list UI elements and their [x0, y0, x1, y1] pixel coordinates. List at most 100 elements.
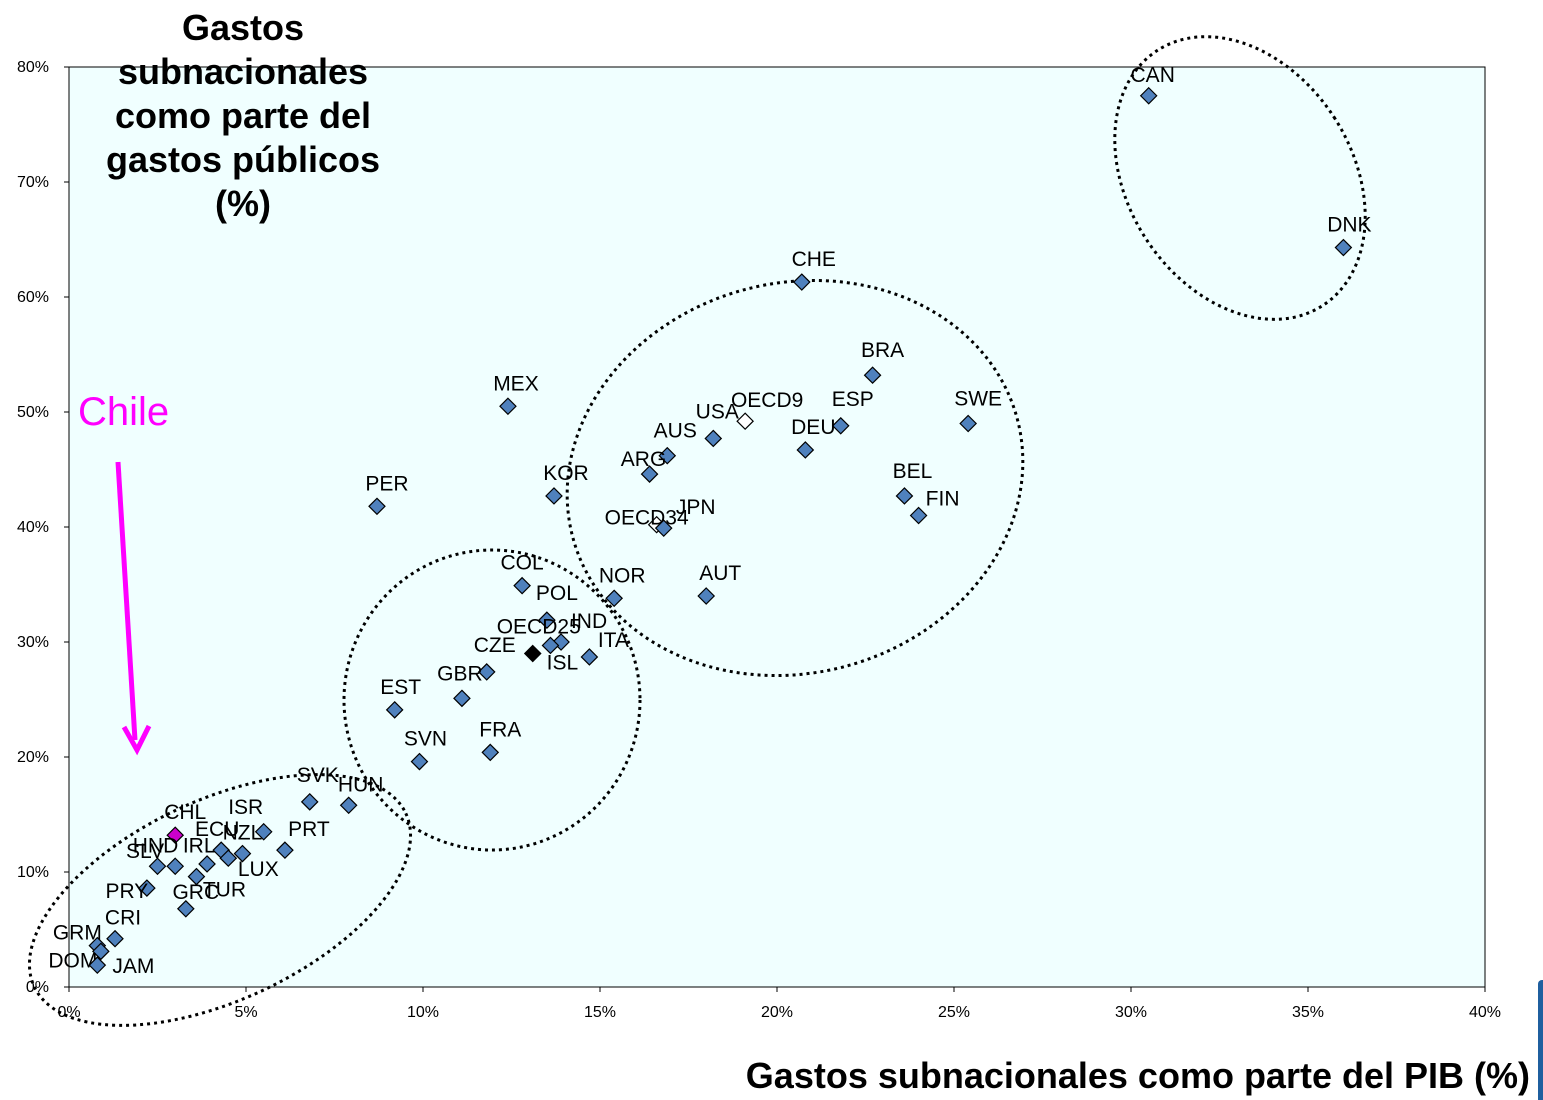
data-point-label: GRM — [53, 922, 102, 945]
x-axis-title: Gastos subnacionales como parte del PIB … — [745, 1055, 1530, 1096]
data-point-marker — [523, 644, 542, 663]
data-point-label: ISR — [228, 796, 263, 819]
data-point-marker — [477, 663, 496, 681]
y-axis-title-line: Gastos — [181, 7, 305, 48]
data-point-label: ITA — [598, 629, 629, 652]
data-point-label: CAN — [1131, 64, 1175, 87]
data-point-label: PER — [365, 472, 408, 495]
data-point-label: OECD9 — [731, 389, 803, 412]
x-tick-label: 25% — [938, 1004, 970, 1021]
data-point-label: MEX — [493, 372, 539, 395]
y-tick-label: 20% — [17, 749, 49, 766]
data-point-marker — [219, 849, 238, 868]
y-axis-title-line: como parte del — [114, 95, 372, 136]
data-point-label: ECU — [195, 818, 239, 841]
data-point-label: NOR — [599, 564, 646, 587]
data-point-label: NZL — [223, 822, 263, 845]
data-point-marker — [538, 611, 556, 629]
y-tick-label: 70% — [17, 174, 49, 191]
data-point-label: IRL — [183, 834, 216, 857]
data-point-marker — [385, 701, 404, 719]
x-tick-label: 40% — [1469, 1004, 1501, 1021]
cluster-ellipses — [27, 35, 1367, 1027]
data-point-label: FRA — [479, 718, 521, 741]
data-point-label: DOM — [48, 949, 97, 972]
data-point-marker — [658, 446, 677, 465]
data-point-marker — [339, 796, 358, 815]
data-point-label: DEU — [791, 416, 835, 439]
x-tick-label: 20% — [761, 1004, 793, 1021]
data-point-label: FIN — [926, 488, 960, 511]
data-point-marker — [513, 576, 531, 595]
data-point-label: KOR — [543, 462, 589, 485]
data-point-label: OECD25 — [497, 616, 581, 639]
data-point-label: CRI — [105, 907, 141, 930]
data-point-label: IND — [571, 610, 607, 633]
data-point-label: CHE — [792, 248, 836, 271]
data-point-marker — [88, 956, 107, 974]
data-point-label: SVK — [297, 764, 339, 787]
data-point-label: COL — [501, 552, 544, 575]
data-point-marker — [704, 429, 723, 448]
data-point-label: ISL — [547, 651, 579, 674]
data-point-marker — [481, 743, 500, 762]
data-point-label: CHL — [164, 801, 206, 824]
data-point-marker — [796, 441, 815, 459]
y-axis: 0%10%20%30%40%50%60%70%80% — [17, 59, 69, 996]
data-point-label: PRY — [105, 880, 148, 903]
data-point-marker — [959, 414, 978, 433]
y-tick-label: 80% — [17, 59, 49, 76]
data-point-marker — [499, 397, 517, 416]
data-point-label: SLV — [126, 840, 164, 863]
y-tick-label: 10% — [17, 864, 49, 881]
x-tick-label: 5% — [234, 1004, 257, 1021]
data-point-label: CZE — [474, 634, 516, 657]
corner-tab — [1538, 980, 1543, 1100]
y-axis-title-line: (%) — [215, 183, 271, 224]
data-point-marker — [1139, 86, 1158, 105]
data-point-marker — [166, 826, 185, 845]
data-point-label: JAM — [112, 955, 154, 978]
y-tick-label: 30% — [17, 634, 49, 651]
data-point-marker — [541, 636, 560, 655]
data-point-label: EST — [380, 676, 421, 699]
data-point-label: LUX — [238, 858, 279, 881]
x-tick-label: 30% — [1115, 1004, 1147, 1021]
data-point-marker — [176, 899, 195, 918]
data-point-label: HND — [133, 834, 179, 857]
plot-area — [68, 66, 1486, 988]
cluster-ellipse-mid — [342, 548, 642, 852]
x-tick-label: 0% — [57, 1004, 80, 1021]
data-point-marker — [580, 648, 599, 666]
data-point-label: TUR — [203, 879, 246, 902]
y-tick-label: 60% — [17, 289, 49, 306]
data-point-label: BEL — [893, 460, 933, 483]
data-point-marker — [736, 412, 754, 431]
data-point-marker — [106, 929, 124, 948]
data-point-marker — [605, 589, 624, 608]
cluster-ellipse-low — [27, 773, 413, 1027]
data-point-marker — [198, 855, 216, 873]
data-point-marker — [1334, 238, 1353, 257]
x-tick-label: 15% — [584, 1004, 616, 1021]
data-point-marker — [863, 366, 882, 385]
y-axis-title: Gastos subnacionales como parte del gast… — [78, 6, 408, 226]
x-tick-label: 10% — [407, 1004, 439, 1021]
data-point-label: GRC — [172, 881, 219, 904]
data-point-label: AUT — [699, 562, 741, 585]
data-point-marker — [545, 487, 563, 505]
y-axis-title-line: gastos públicos — [105, 139, 381, 180]
x-axis: 0% 5% 10% 15% 20% 25% 30% 35% 40% — [57, 987, 1501, 1021]
cluster-ellipse-top — [1113, 35, 1367, 321]
data-point-marker — [697, 587, 716, 605]
data-point-marker — [831, 416, 850, 435]
data-point-label: USA — [696, 400, 739, 423]
data-point-label: GBR — [437, 662, 483, 685]
data-point-label: JPN — [676, 496, 716, 519]
data-point-marker — [276, 841, 294, 859]
data-point-marker — [166, 857, 185, 876]
data-point-marker — [895, 487, 914, 505]
data-point-label: AUS — [654, 420, 697, 443]
data-point-label: PRT — [288, 818, 330, 841]
data-point-marker — [138, 879, 156, 897]
